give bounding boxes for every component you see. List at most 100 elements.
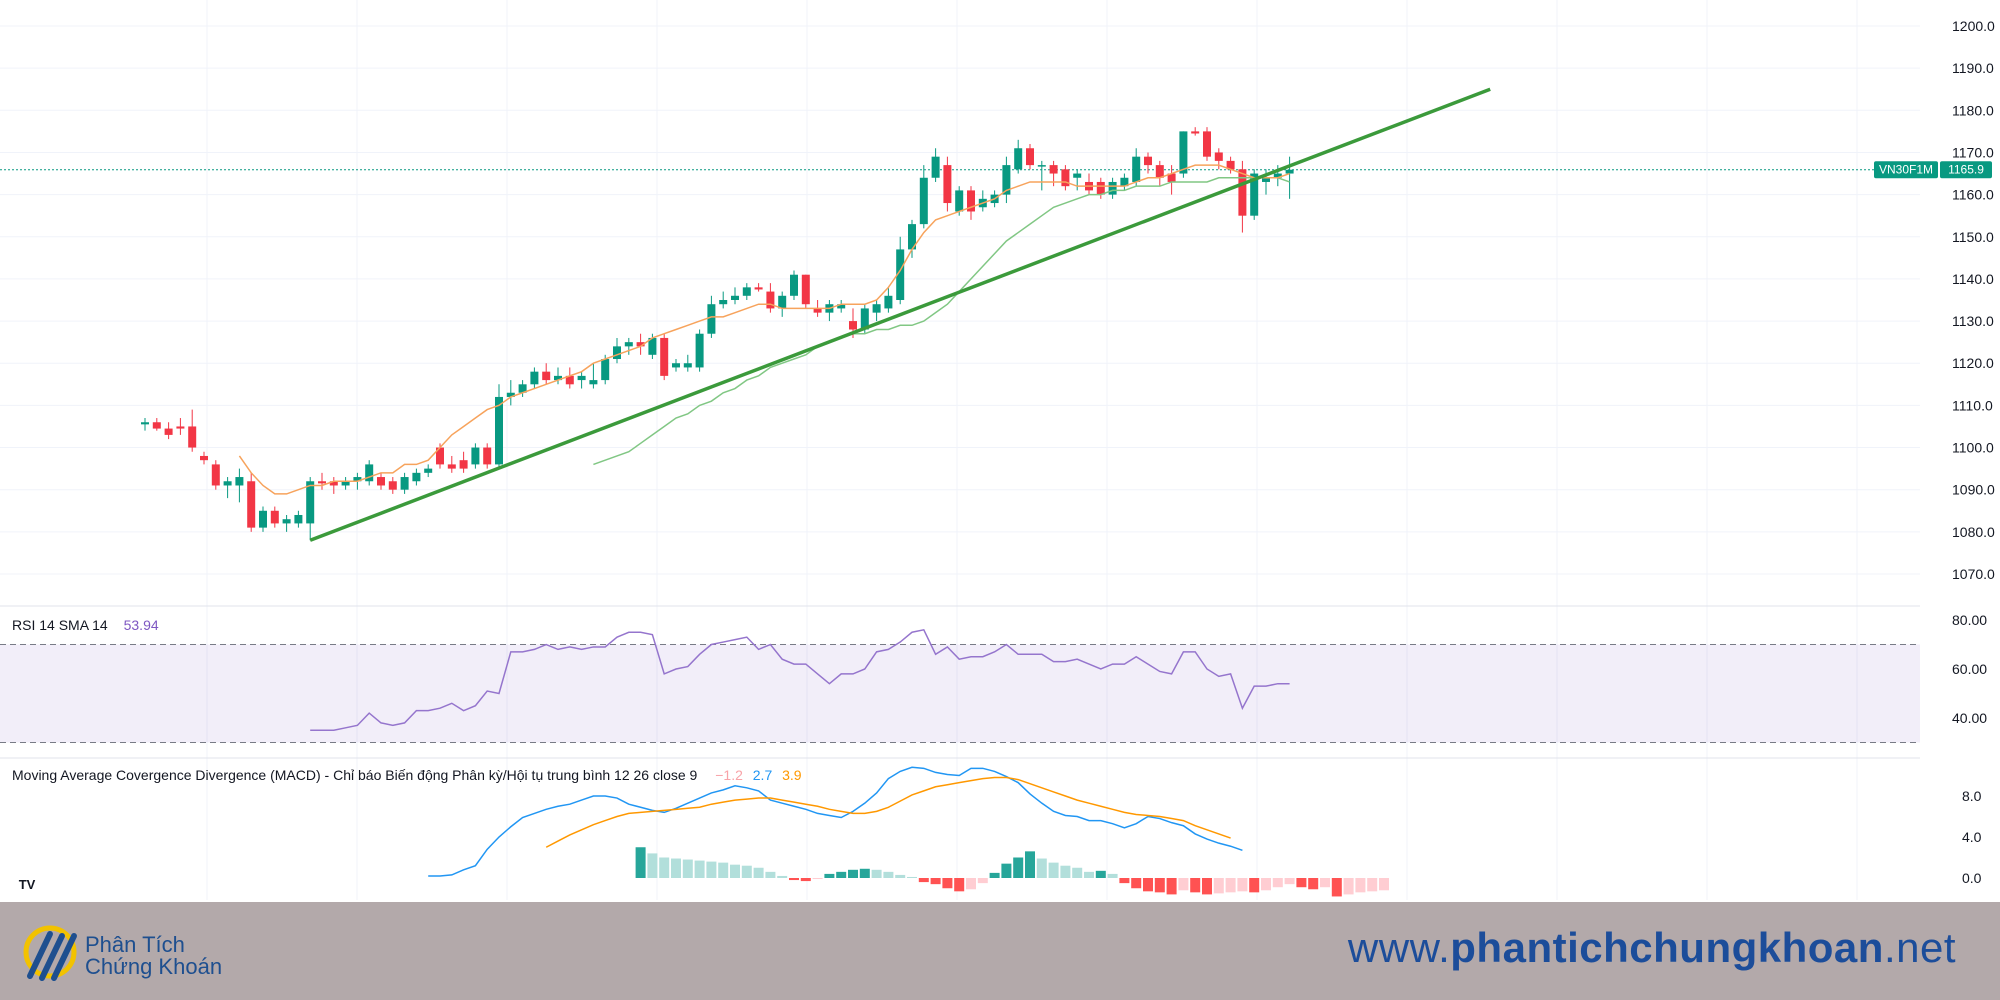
last-price-tag: VN30F1M 1165.9: [1874, 161, 1992, 179]
price-tick-label: 1170.0: [1952, 144, 1994, 160]
macd-histogram-bar: [954, 878, 965, 892]
price-tick-label: 1080.0: [1952, 524, 1995, 540]
macd-histogram-bar: [730, 864, 740, 878]
macd-signal-line: [545, 776, 1231, 848]
macd-histogram-bar: [942, 878, 953, 889]
trendline[interactable]: [309, 87, 1491, 542]
candle-body: [471, 447, 480, 465]
candle-body: [341, 481, 350, 486]
candle-body: [1203, 131, 1211, 157]
candle-body: [1262, 177, 1270, 182]
chart-grid: [0, 0, 1920, 900]
chart-area[interactable]: 1200.0 1190.0 1180.0 1170.0 1160.0 1150.0 1140…: [0, 0, 2000, 902]
candle-body: [660, 337, 669, 376]
footer-banner: Phân Tích Chứng Khoán www.phantichchungk…: [0, 902, 2000, 1000]
candle-body: [1155, 165, 1164, 178]
rsi-legend[interactable]: RSI 14 SMA 14 53.94: [12, 617, 159, 633]
macd-histogram-bar: [765, 871, 776, 878]
candle-body: [1026, 148, 1034, 166]
candle-body: [164, 428, 173, 435]
macd-title: Moving Average Covergence Divergence (MA…: [12, 767, 698, 783]
candle-body: [247, 481, 256, 528]
macd-legend[interactable]: Moving Average Covergence Divergence (MA…: [12, 767, 802, 783]
macd-histogram-bar: [859, 868, 870, 878]
macd-histogram-bar: [1013, 857, 1024, 878]
macd-histogram-bar: [918, 878, 929, 883]
macd-histogram-bar: [871, 869, 882, 878]
candle-body: [424, 468, 433, 473]
macd-histogram-bar: [836, 871, 847, 878]
macd-histogram-bar: [907, 876, 917, 878]
macd-histogram-bar: [1237, 878, 1248, 892]
last-price-value: 1165.9: [1948, 163, 1984, 177]
candle-body: [742, 287, 751, 296]
macd-histogram-bar: [647, 853, 658, 878]
ma-fast-line: [238, 164, 1290, 495]
candle-body: [1132, 156, 1141, 182]
macd-histogram-bar: [930, 878, 941, 885]
macd-tick-label: 4.0: [1962, 829, 1982, 845]
candle-body: [683, 363, 692, 368]
rsi-axis: 80.00 60.00 40.00: [1952, 612, 1987, 726]
candle-body: [801, 274, 810, 305]
candle-body: [731, 295, 739, 300]
macd-histogram-bar: [1202, 878, 1212, 895]
url-suffix: .net: [1883, 924, 1956, 971]
price-tick-label: 1100.0: [1952, 440, 1994, 456]
candle-body: [200, 455, 208, 461]
macd-histogram-bar: [1107, 873, 1118, 878]
candle-body: [377, 477, 385, 486]
candle-body: [837, 304, 846, 309]
candle-body: [1226, 160, 1235, 170]
price-tick-label: 1160.0: [1952, 187, 1994, 203]
candle-body: [1002, 165, 1011, 195]
macd-histogram-bar: [1060, 865, 1071, 878]
svg-text:TV: TV: [19, 877, 36, 892]
candle-body: [141, 422, 149, 425]
macd-histogram-bar: [1355, 878, 1366, 893]
macd-histogram-bar: [1001, 863, 1012, 878]
candle-body: [624, 342, 633, 347]
price-axis[interactable]: 1200.0 1190.0 1180.0 1170.0 1160.0 1150.0 1140…: [1952, 18, 1995, 582]
candle-body: [577, 375, 586, 381]
candle-body: [294, 514, 303, 524]
tradingview-icon[interactable]: TV: [12, 872, 42, 896]
macd-histogram-bar: [966, 878, 976, 890]
candle-body: [353, 477, 362, 482]
candle-body: [884, 295, 893, 309]
candle-body: [495, 396, 503, 465]
rsi-tick-label: 40.00: [1952, 710, 1987, 726]
candle-body: [754, 287, 763, 290]
candle-body: [459, 460, 468, 469]
price-tick-label: 1200.0: [1952, 18, 1995, 34]
macd-histogram-bar: [659, 857, 670, 878]
rsi-tick-label: 60.00: [1952, 661, 1987, 677]
macd-histogram: [635, 847, 1389, 897]
candle-body: [648, 337, 657, 355]
macd-histogram-bar: [706, 861, 717, 878]
candle-body: [872, 304, 881, 313]
macd-histogram-bar: [1154, 878, 1165, 893]
macd-signal-value: 3.9: [782, 767, 802, 783]
candle-body: [518, 384, 527, 393]
price-tick-label: 1180.0: [1952, 102, 1994, 118]
macd-histogram-bar: [635, 847, 646, 878]
macd-histogram-bar: [1119, 878, 1130, 884]
macd-histogram-bar: [753, 867, 764, 878]
macd-histogram-bar: [1331, 878, 1342, 897]
macd-histogram-bar: [977, 878, 988, 884]
brand-name-line1: Phân Tích: [85, 932, 185, 957]
candle-body: [436, 447, 444, 465]
candle-body: [813, 308, 822, 313]
candle-body: [860, 308, 869, 330]
candlestick-series: [141, 127, 1294, 541]
macd-histogram-bar: [671, 858, 681, 878]
candle-body: [967, 190, 975, 212]
website-url[interactable]: www.phantichchungkhoan.net: [1348, 924, 1956, 972]
macd-histogram-bar: [1308, 878, 1319, 890]
candle-body: [530, 371, 539, 385]
bull-chart-logo-icon: [23, 925, 77, 981]
rsi-tick-label: 80.00: [1952, 612, 1987, 628]
candle-body: [329, 481, 338, 486]
candle-body: [235, 477, 244, 486]
